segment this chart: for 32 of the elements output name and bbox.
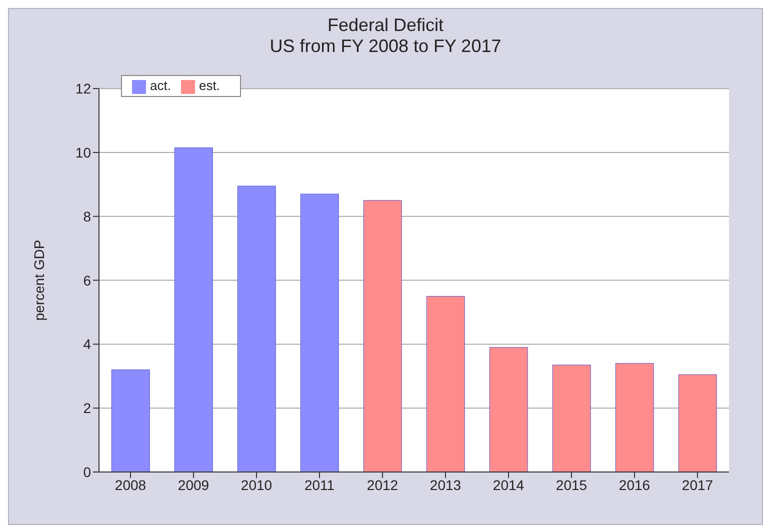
chart-title: Federal Deficit xyxy=(326,14,445,36)
y-tick-label: 10 xyxy=(75,144,92,160)
bar xyxy=(678,374,717,472)
y-tick-label: 12 xyxy=(75,80,92,97)
chart-subtitle: US from FY 2008 to FY 2017 xyxy=(268,36,502,57)
y-tick-label: 6 xyxy=(83,272,92,288)
legend-label: est. xyxy=(198,78,220,93)
bar xyxy=(111,370,150,472)
x-tick-label: 2014 xyxy=(492,476,524,493)
legend-label: act. xyxy=(150,78,171,93)
x-tick-label: 2012 xyxy=(366,476,398,493)
x-tick-label: 2011 xyxy=(304,476,335,493)
bar xyxy=(300,194,339,472)
y-tick-label: 4 xyxy=(83,336,92,352)
bar xyxy=(489,347,528,472)
bar xyxy=(174,147,213,472)
y-tick-label: 0 xyxy=(83,464,92,480)
y-tick-label: 8 xyxy=(83,208,92,224)
x-tick-label: 2013 xyxy=(430,476,462,493)
x-tick-label: 2017 xyxy=(682,476,714,493)
x-tick-label: 2008 xyxy=(114,476,146,493)
bar xyxy=(552,364,591,472)
bar xyxy=(237,186,276,472)
x-tick-label: 2009 xyxy=(178,476,210,493)
x-tick-label: 2015 xyxy=(556,476,588,493)
bar xyxy=(426,296,465,472)
y-axis-title: percent GDP xyxy=(30,240,47,321)
x-tick-label: 2010 xyxy=(240,476,272,493)
bar xyxy=(615,363,654,472)
bar xyxy=(363,200,402,472)
x-tick-label: 2016 xyxy=(618,476,650,493)
y-tick-label: 2 xyxy=(83,400,92,416)
